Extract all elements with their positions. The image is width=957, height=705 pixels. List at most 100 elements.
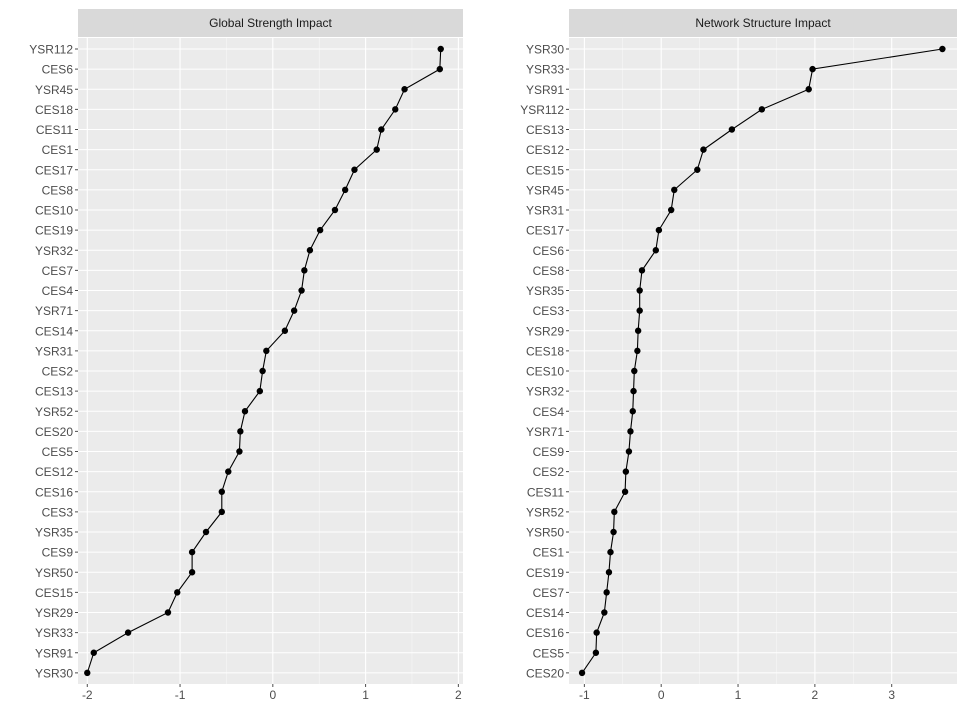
y-tick-label: YSR31 [35, 344, 73, 358]
y-tick-label: CES11 [527, 485, 564, 499]
data-point [331, 206, 339, 214]
y-tick-label: CES1 [42, 143, 74, 157]
data-point [655, 226, 663, 234]
panel-2: Network Structure Impact YSR30 YSR33 YSR91 Y… [520, 9, 957, 702]
y-tick-label: CES17 [526, 224, 564, 238]
data-point [625, 448, 633, 455]
data-point [188, 569, 196, 576]
y-tick-label: CES9 [533, 445, 565, 459]
data-point [592, 649, 600, 656]
y-tick-label: CES15 [35, 586, 73, 600]
data-point [306, 247, 314, 254]
data-point [652, 247, 660, 254]
y-tick-label: YSR91 [526, 83, 564, 97]
y-tick-label: CES7 [42, 264, 74, 278]
y-tick-label: YSR32 [526, 385, 564, 399]
series-line [86, 48, 442, 674]
y-tick-label: YSR32 [35, 244, 73, 258]
plot-background [569, 38, 957, 684]
data-point [610, 528, 617, 536]
y-tick-label: CES18 [35, 103, 73, 117]
x-tick-label: 3 [888, 688, 895, 702]
y-tick-label: CES15 [526, 163, 564, 177]
data-point [634, 347, 641, 355]
y-tick-label: CES17 [35, 163, 73, 177]
data-point [90, 649, 97, 656]
panel-1: Global Strength Impact YSR112 CES6 YSR45 CES… [29, 9, 463, 702]
x-tick-label: 0 [658, 688, 665, 702]
data-point [638, 267, 646, 274]
data-point [124, 629, 132, 636]
x-tick-label: -1 [175, 688, 186, 702]
series-line [581, 48, 943, 674]
data-point [351, 166, 358, 173]
data-point [636, 307, 643, 314]
plot-background [78, 38, 463, 684]
data-point [241, 408, 249, 415]
y-tick-label: YSR30 [35, 666, 73, 680]
y-tick-label: CES8 [42, 183, 74, 197]
y-tick-label: CES3 [42, 505, 74, 519]
data-point [671, 186, 678, 194]
data-point [607, 548, 614, 556]
data-point [188, 548, 196, 556]
data-point [259, 367, 266, 375]
y-tick-label: CES5 [42, 445, 74, 459]
data-point [256, 387, 264, 395]
data-point [301, 267, 308, 274]
y-tick-label: CES19 [35, 224, 73, 238]
data-point [316, 226, 324, 234]
data-point [939, 45, 946, 53]
y-tick-label: CES12 [35, 465, 73, 479]
y-tick-label: YSR50 [526, 526, 564, 540]
data-point [667, 206, 675, 214]
panel-title: Global Strength Impact [209, 16, 332, 30]
y-tick-label: YSR33 [35, 626, 73, 640]
y-tick-label: CES19 [526, 566, 564, 580]
y-tick-label: YSR29 [526, 324, 564, 338]
y-tick-label: YSR52 [35, 405, 73, 419]
y-tick-label: YSR45 [35, 83, 73, 97]
y-tick-label: CES14 [35, 324, 73, 338]
data-point [627, 428, 634, 435]
data-point [373, 146, 380, 153]
x-tick-label: -1 [579, 688, 590, 702]
y-tick-label: CES20 [35, 425, 73, 439]
data-point [225, 468, 232, 475]
y-tick-label: YSR71 [35, 304, 73, 318]
y-tick-label: YSR29 [35, 606, 73, 620]
y-tick-label: CES16 [35, 485, 73, 499]
x-tick-label: 2 [455, 688, 462, 702]
panel-strip [78, 9, 463, 37]
data-point [611, 508, 618, 516]
data-point [629, 408, 636, 415]
data-point [621, 488, 629, 495]
data-point [281, 327, 289, 334]
y-tick-label: CES18 [526, 344, 564, 358]
y-tick-label: YSR112 [29, 43, 73, 57]
data-point [728, 126, 736, 133]
y-tick-label: CES16 [526, 626, 564, 640]
y-tick-label: CES6 [42, 63, 74, 77]
x-tick-label: 1 [735, 688, 742, 702]
y-tick-label: CES5 [533, 646, 565, 660]
y-tick-label: CES7 [533, 586, 565, 600]
y-tick-label: YSR30 [526, 43, 564, 57]
x-tick-label: 0 [269, 688, 276, 702]
y-tick-label: CES10 [526, 365, 564, 379]
y-tick-label: YSR50 [35, 566, 73, 580]
y-tick-label: CES2 [533, 465, 565, 479]
data-point [758, 106, 766, 113]
data-point [392, 106, 399, 113]
data-point [622, 468, 630, 475]
data-point [805, 86, 812, 93]
y-tick-label: CES6 [533, 244, 565, 258]
x-tick-label: -2 [82, 688, 93, 702]
data-point [401, 86, 408, 93]
data-point [593, 629, 600, 636]
y-tick-label: CES2 [42, 365, 74, 379]
y-tick-label: CES1 [533, 546, 565, 560]
x-tick-label: 2 [812, 688, 819, 702]
y-tick-label: CES13 [526, 123, 564, 137]
